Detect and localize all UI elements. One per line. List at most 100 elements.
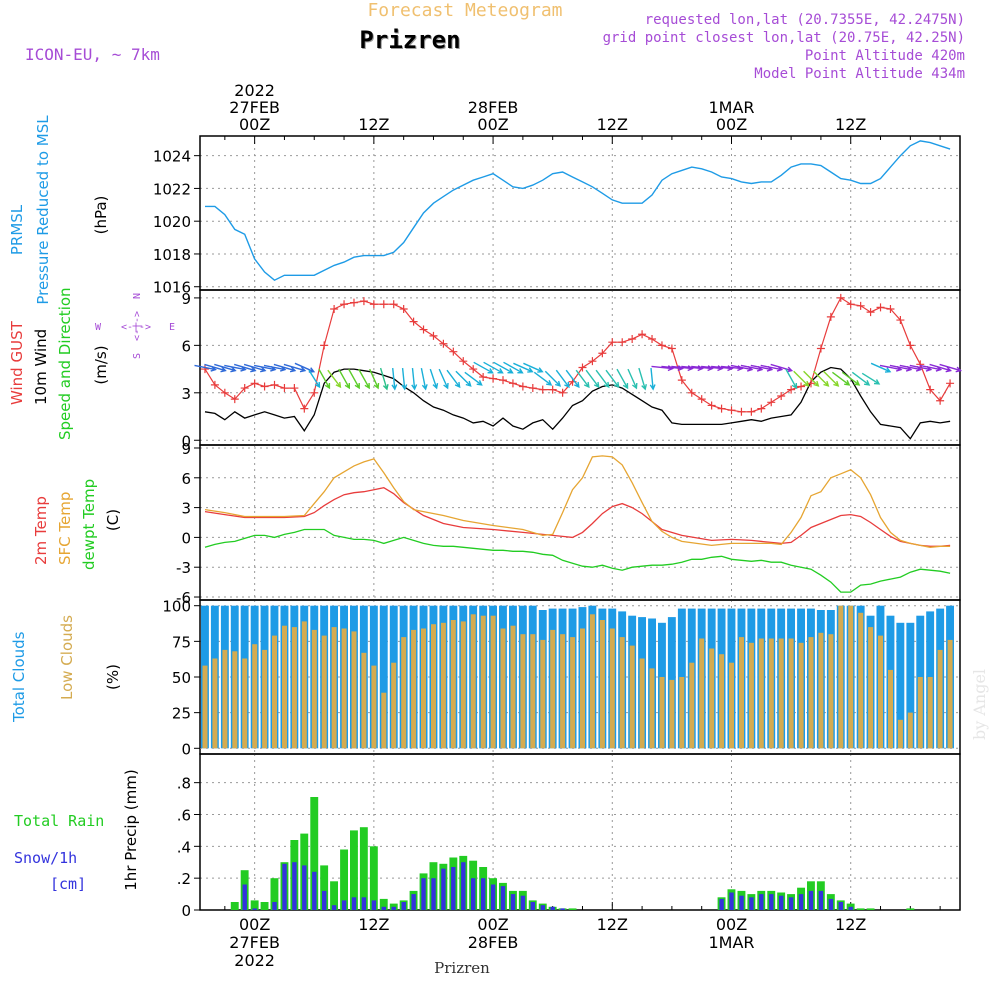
- cloud-low-bar: [907, 712, 913, 749]
- cloud-low-bar: [858, 612, 864, 749]
- cloud-total-bar: [379, 605, 388, 749]
- wind-direction-arrow: [605, 369, 620, 389]
- cloud-low-bar: [460, 621, 466, 749]
- temp-dewpoint-line: [204, 528, 951, 593]
- cloud-low-bar: [888, 669, 893, 749]
- cloud-low-bar: [709, 648, 715, 749]
- temp-unit-label: (C): [104, 509, 122, 531]
- cloud-low-bar: [540, 639, 546, 749]
- cloud-low-bar: [798, 642, 804, 749]
- precip-snow-bar: [719, 898, 724, 910]
- panel-frame: [199, 753, 961, 911]
- precip-rain-bar: [270, 878, 279, 910]
- precip-snow-bar: [560, 908, 565, 910]
- precip-snow-bar: [798, 894, 804, 910]
- wind-direction-arrow: [379, 367, 389, 391]
- wind-gust-marker: [449, 347, 458, 356]
- cloud-low-bar: [917, 677, 923, 749]
- cloud-low-bar: [490, 615, 496, 749]
- precip-snow-bar: [739, 895, 744, 910]
- cloud-low-bar: [868, 627, 874, 749]
- precip-rain-bar: [310, 797, 319, 910]
- wind-direction-arrow: [358, 368, 370, 390]
- wind-unit-label: (m/s): [92, 345, 110, 384]
- precip-snow-bar: [351, 897, 357, 910]
- wind-direction-arrow: [823, 370, 840, 387]
- precip-snow-bar: [282, 863, 287, 910]
- wind-gust-marker: [459, 357, 468, 366]
- cloud-low-bar: [421, 628, 426, 749]
- cloud-low-bar: [550, 629, 556, 749]
- cloud-low-bar: [679, 677, 685, 749]
- wind-gust-line: [204, 297, 951, 413]
- wind-label-speed-group: Speed and Direction: [56, 287, 74, 440]
- wind-gust-marker: [578, 363, 587, 372]
- wind-gust-marker: [359, 297, 368, 306]
- cloud-low-bar: [351, 631, 357, 749]
- wind-gust-marker: [667, 344, 676, 353]
- cloud-low-bar: [381, 692, 387, 749]
- wind-direction-arrow: [533, 371, 553, 386]
- cloud-unit-label: (%): [104, 664, 122, 690]
- cloud-low-bar: [619, 637, 625, 749]
- pressure-unit-group: (hPa): [92, 196, 110, 235]
- cloud-low-bar: [758, 638, 764, 749]
- top-time-label: 27FEB: [229, 98, 280, 117]
- bottom-time-label: 12Z: [835, 915, 866, 934]
- precip-snow-bar: [272, 902, 277, 910]
- wind-direction-arrow: [793, 370, 810, 387]
- wind-direction-arrow: [841, 371, 861, 386]
- wind-direction-arrow: [308, 369, 321, 389]
- precip-snow-bar: [550, 906, 555, 910]
- precip-label-snow: Snow/1h: [14, 849, 77, 867]
- pressure-label-prmsl: PRMSL: [8, 204, 26, 255]
- wind-direction-arrow: [411, 368, 418, 391]
- wind-label-gust-group: Wind GUST: [8, 320, 26, 405]
- cloud-low-bar: [629, 645, 635, 749]
- wind-direction-arrow: [318, 368, 331, 390]
- bottom-time-label: 1MAR: [708, 933, 754, 952]
- cloud-low-bar: [897, 719, 903, 749]
- compass-ns-group: <-|-> S N: [132, 293, 143, 359]
- footer-label: Prizren: [434, 959, 490, 977]
- wind-gust-marker: [290, 384, 299, 393]
- wind-direction-arrow: [627, 368, 638, 390]
- precip-rain-bar: [369, 846, 378, 910]
- precip-snow-bar: [779, 895, 784, 910]
- precip-snow-bar: [341, 900, 347, 910]
- y-tick-label: 1016: [153, 279, 191, 297]
- compass-ew-arrow: <-|->: [121, 322, 151, 333]
- temp-unit-group: (C): [104, 509, 122, 531]
- wind-gust-marker: [926, 385, 935, 394]
- cloud-low-bar: [282, 625, 287, 749]
- cloud-low-bar: [838, 605, 844, 749]
- precip-snow-bar: [471, 878, 476, 910]
- y-tick-label: 1022: [153, 180, 191, 198]
- cloud-label-total: Total Clouds: [10, 631, 28, 723]
- y-tick-label: 0: [181, 529, 191, 547]
- wind-gust-marker: [508, 379, 517, 388]
- pressure-label-msl: Pressure Reduced to MSL: [34, 115, 52, 305]
- precip-snow-bar: [461, 862, 466, 910]
- cloud-low-bar: [371, 665, 377, 749]
- wind-gust-marker: [340, 300, 349, 309]
- top-time-label: 28FEB: [468, 98, 519, 117]
- precip-rain-bar: [340, 849, 348, 910]
- precip-rain-bar: [359, 827, 368, 910]
- wind-gust-marker: [558, 388, 567, 397]
- precip-rain-bar: [379, 898, 388, 910]
- compass-w: W: [95, 322, 102, 333]
- cloud-low-bar: [202, 665, 208, 749]
- precip-snow-bar: [481, 878, 486, 910]
- cloud-low-bar: [570, 637, 576, 749]
- wind-direction-arrow: [214, 363, 237, 373]
- wind-direction-arrow: [929, 363, 952, 373]
- cloud-low-bar: [937, 649, 943, 749]
- precip-snow-bar: [848, 906, 853, 910]
- y-tick-label: .8: [177, 775, 191, 793]
- y-tick-label: 75: [172, 633, 191, 651]
- cloud-total-bar: [906, 622, 915, 749]
- temp-label-sfc: SFC Temp: [56, 492, 74, 565]
- wind-direction-arrow: [493, 361, 514, 374]
